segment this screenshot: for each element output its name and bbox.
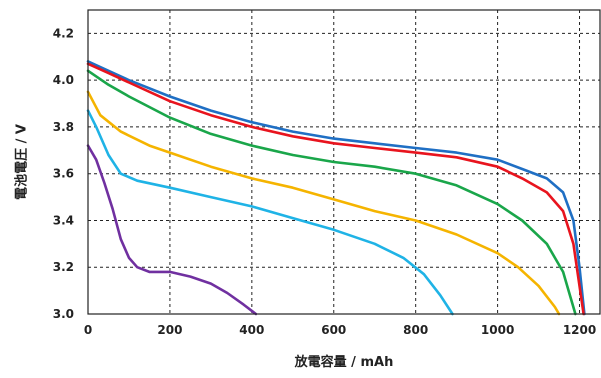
series-line-6 xyxy=(86,144,258,316)
series-line-1 xyxy=(86,60,586,316)
y-tick-label: 3.4 xyxy=(53,213,74,227)
grid-layer xyxy=(88,10,600,314)
series-layer xyxy=(86,60,586,316)
tick-layer: 0 200 400 600 800 1000 1200 3.0 3.2 3.4 3.6 3.8 4.0 4… xyxy=(53,26,596,337)
series-line-3 xyxy=(86,69,577,316)
plot-frame xyxy=(87,9,601,315)
x-tick-label: 600 xyxy=(321,323,346,337)
y-tick-label: 4.2 xyxy=(53,26,74,40)
y-tick-label: 3.0 xyxy=(53,307,74,321)
x-tick-label: 800 xyxy=(403,323,428,337)
x-tick-label: 0 xyxy=(84,323,92,337)
y-tick-label: 3.6 xyxy=(53,167,74,181)
x-tick-label: 1000 xyxy=(481,323,514,337)
x-tick-label: 1200 xyxy=(563,323,596,337)
x-tick-label: 200 xyxy=(157,323,182,337)
x-axis-label: 放電容量 / mAh xyxy=(294,354,394,370)
y-axis-label: 電池電圧 / V xyxy=(14,124,30,200)
y-tick-label: 3.2 xyxy=(53,260,74,274)
series-line-5 xyxy=(86,109,454,316)
y-tick-label: 4.0 xyxy=(53,73,74,87)
y-tick-label: 3.8 xyxy=(53,120,74,134)
x-tick-label: 400 xyxy=(239,323,264,337)
series-line-2 xyxy=(86,62,585,316)
series-line-4 xyxy=(86,90,561,316)
